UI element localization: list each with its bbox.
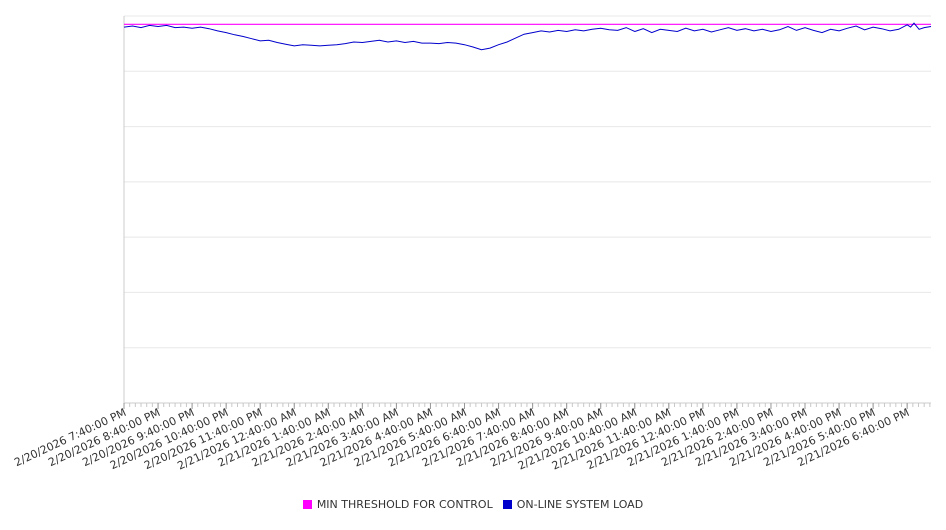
legend-swatch-icon [302, 500, 312, 509]
legend-swatch-icon [502, 500, 512, 509]
system-load-line [123, 22, 932, 51]
legend-item-system-load: ON-LINE SYSTEM LOAD [502, 498, 644, 511]
legend: MIN THRESHOLD FOR CONTROL ON-LINE SYSTEM… [0, 498, 946, 511]
legend-item-min-threshold: MIN THRESHOLD FOR CONTROL [302, 498, 493, 511]
legend-label: ON-LINE SYSTEM LOAD [516, 498, 644, 511]
legend-label: MIN THRESHOLD FOR CONTROL [316, 498, 493, 511]
